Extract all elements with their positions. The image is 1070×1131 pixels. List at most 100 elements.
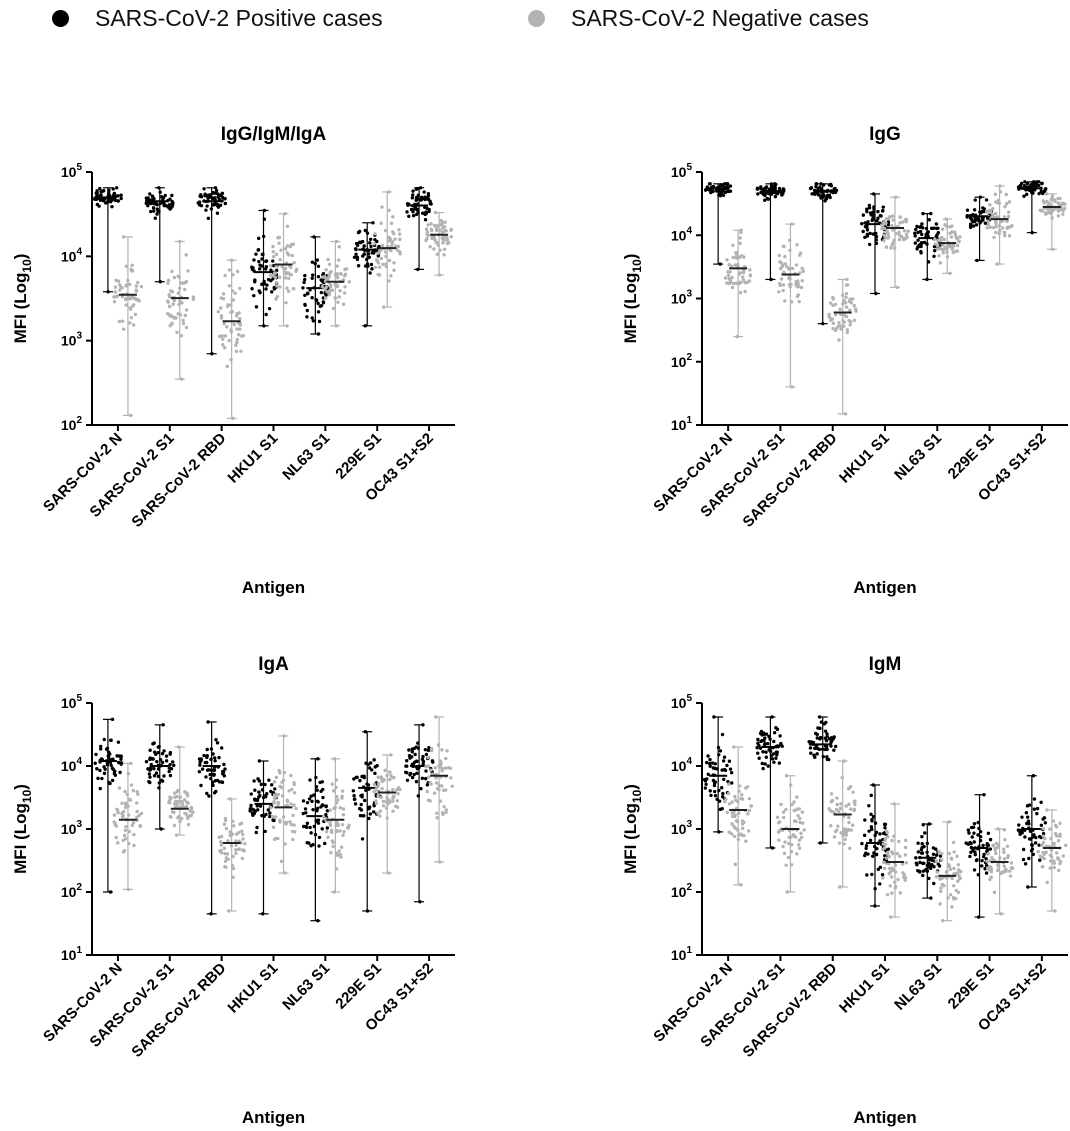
negative-point	[1003, 828, 1006, 831]
positive-point	[1022, 858, 1025, 861]
positive-point	[1030, 849, 1033, 852]
negative-point	[219, 306, 222, 309]
negative-point	[944, 217, 947, 220]
positive-point	[974, 853, 977, 856]
positive-point	[813, 192, 816, 195]
positive-point	[103, 772, 106, 775]
negative-point	[845, 292, 848, 295]
negative-point	[794, 820, 797, 823]
positive-point	[723, 756, 726, 759]
negative-point	[887, 235, 890, 238]
negative-point	[848, 847, 851, 850]
negative-point	[173, 824, 176, 827]
negative-point	[783, 255, 786, 258]
positive-point	[146, 200, 149, 203]
negative-point	[1008, 234, 1011, 237]
positive-point	[213, 759, 216, 762]
negative-point	[179, 313, 182, 316]
negative-point	[989, 226, 992, 229]
chart-panel-4: IgM101102103104105MFI (Log10)AntigenSARS…	[621, 654, 1068, 1127]
positive-point	[725, 764, 728, 767]
negative-point	[376, 812, 379, 815]
negative-point	[881, 876, 884, 879]
positive-point	[870, 794, 873, 797]
positive-point	[1044, 821, 1047, 824]
negative-point	[848, 308, 851, 311]
negative-point	[283, 734, 286, 737]
negative-point	[831, 297, 834, 300]
negative-point	[838, 841, 841, 844]
negative-point	[341, 823, 344, 826]
positive-point	[352, 794, 355, 797]
negative-point	[1057, 869, 1060, 872]
negative-point	[987, 223, 990, 226]
positive-point	[308, 778, 311, 781]
negative-point	[939, 239, 942, 242]
positive-point	[928, 218, 931, 221]
negative-point	[800, 267, 803, 270]
positive-point	[324, 805, 327, 808]
negative-point	[830, 800, 833, 803]
positive-point	[979, 220, 982, 223]
positive-point	[157, 786, 160, 789]
positive-point	[213, 756, 216, 759]
negative-point	[384, 263, 387, 266]
positive-point	[271, 259, 274, 262]
positive-point	[415, 780, 418, 783]
negative-point	[379, 222, 382, 225]
negative-point	[735, 819, 738, 822]
negative-point	[229, 358, 232, 361]
negative-point	[434, 211, 437, 214]
negative-point	[123, 790, 126, 793]
negative-point	[235, 350, 238, 353]
negative-point	[899, 891, 902, 894]
positive-point	[419, 787, 422, 790]
negative-point	[398, 238, 401, 241]
negative-point	[447, 241, 450, 244]
negative-point	[269, 806, 272, 809]
positive-point	[211, 752, 214, 755]
negative-point	[724, 276, 727, 279]
x-tick-label: NL63 S1	[891, 430, 945, 484]
positive-point	[118, 771, 121, 774]
positive-point	[1040, 824, 1043, 827]
positive-point	[772, 761, 775, 764]
negative-point	[949, 868, 952, 871]
negative-point	[331, 782, 334, 785]
x-tick-label: SARS-CoV-2 RBD	[128, 430, 229, 531]
negative-point	[725, 258, 728, 261]
negative-point	[191, 810, 194, 813]
positive-point	[261, 912, 264, 915]
negative-point	[847, 787, 850, 790]
negative-point	[936, 870, 939, 873]
negative-point	[295, 268, 298, 271]
positive-point	[812, 753, 815, 756]
positive-point	[767, 748, 770, 751]
negative-point	[841, 834, 844, 837]
negative-point	[790, 300, 793, 303]
negative-point	[959, 870, 962, 873]
positive-point	[258, 291, 261, 294]
positive-point	[874, 821, 877, 824]
positive-point	[873, 904, 876, 907]
negative-point	[280, 786, 283, 789]
negative-point	[778, 254, 781, 257]
positive-point	[204, 775, 207, 778]
negative-point	[177, 745, 180, 748]
negative-point	[235, 312, 238, 315]
positive-point	[199, 784, 202, 787]
positive-point	[260, 783, 263, 786]
negative-point	[793, 835, 796, 838]
positive-point	[1030, 843, 1033, 846]
positive-point	[258, 267, 261, 270]
positive-point	[372, 810, 375, 813]
negative-point	[732, 256, 735, 259]
positive-point	[986, 849, 989, 852]
negative-point	[336, 284, 339, 287]
negative-point	[996, 827, 999, 830]
negative-point	[178, 286, 181, 289]
negative-point	[380, 796, 383, 799]
positive-point	[926, 842, 929, 845]
negative-point	[278, 820, 281, 823]
positive-point	[197, 201, 200, 204]
